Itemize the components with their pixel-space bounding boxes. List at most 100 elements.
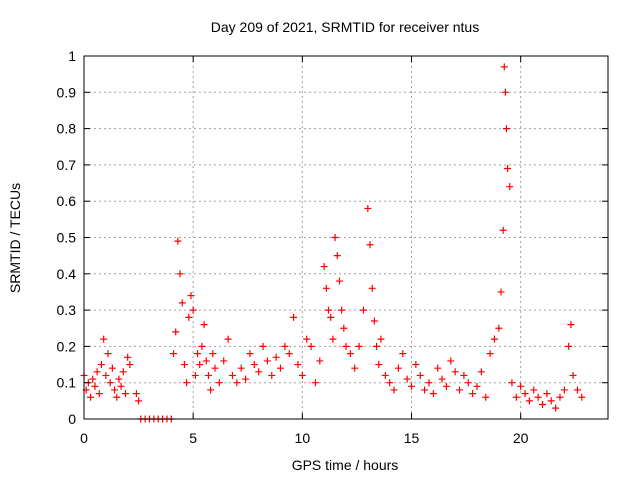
data-point bbox=[464, 379, 472, 387]
data-point bbox=[322, 284, 330, 292]
data-point bbox=[307, 342, 315, 350]
data-point bbox=[303, 335, 311, 343]
data-point bbox=[268, 371, 276, 379]
data-point bbox=[89, 375, 97, 383]
data-point bbox=[97, 361, 105, 369]
data-point bbox=[290, 313, 298, 321]
data-point bbox=[534, 393, 542, 401]
data-point bbox=[211, 364, 219, 372]
data-point bbox=[501, 88, 509, 96]
data-point bbox=[250, 361, 258, 369]
data-point bbox=[543, 390, 551, 398]
data-point bbox=[316, 357, 324, 365]
data-point bbox=[525, 397, 533, 405]
data-point bbox=[425, 379, 433, 387]
data-point bbox=[390, 386, 398, 394]
data-point bbox=[320, 263, 328, 271]
data-point bbox=[340, 324, 348, 332]
data-point bbox=[174, 237, 182, 245]
data-point bbox=[482, 393, 490, 401]
x-tick-label: 15 bbox=[404, 430, 420, 446]
data-point bbox=[311, 379, 319, 387]
data-point bbox=[113, 393, 121, 401]
data-point bbox=[486, 350, 494, 358]
y-tick-label: 0.7 bbox=[57, 157, 77, 173]
data-point bbox=[578, 393, 586, 401]
data-point bbox=[277, 364, 284, 372]
data-point bbox=[421, 386, 429, 394]
y-tick-label: 0.1 bbox=[57, 375, 77, 391]
data-point bbox=[373, 342, 381, 350]
data-point bbox=[202, 357, 210, 365]
data-point bbox=[364, 204, 372, 212]
data-point bbox=[121, 390, 129, 398]
data-point bbox=[194, 350, 202, 358]
data-point bbox=[333, 252, 341, 260]
data-point bbox=[359, 306, 367, 314]
y-tick-label: 0.5 bbox=[57, 230, 77, 246]
data-point bbox=[473, 382, 481, 390]
y-tick-label: 0.8 bbox=[57, 121, 77, 137]
data-point bbox=[497, 288, 505, 296]
data-point bbox=[530, 386, 538, 394]
data-point bbox=[342, 342, 350, 350]
data-point bbox=[204, 371, 212, 379]
data-point bbox=[368, 284, 376, 292]
data-point bbox=[331, 234, 339, 241]
data-point bbox=[106, 379, 114, 387]
chart-title: Day 209 of 2021, SRMTID for receiver ntu… bbox=[211, 19, 479, 35]
data-point bbox=[183, 379, 191, 387]
data-point bbox=[325, 306, 333, 314]
data-point bbox=[517, 382, 525, 390]
data-point bbox=[386, 379, 394, 387]
data-point bbox=[403, 375, 411, 383]
data-point bbox=[338, 306, 346, 314]
data-point bbox=[366, 241, 374, 249]
data-point bbox=[298, 371, 306, 379]
y-tick-label: 0.9 bbox=[57, 84, 77, 100]
data-point bbox=[539, 400, 546, 408]
data-point bbox=[447, 357, 455, 365]
data-point bbox=[124, 353, 132, 361]
y-tick-label: 1 bbox=[68, 48, 76, 64]
data-point bbox=[490, 335, 498, 343]
data-point bbox=[506, 183, 514, 191]
data-point bbox=[246, 350, 254, 358]
data-point bbox=[434, 364, 442, 372]
data-point bbox=[191, 371, 199, 379]
data-point bbox=[569, 371, 577, 379]
data-point bbox=[215, 379, 223, 387]
data-point bbox=[228, 371, 236, 379]
data-point bbox=[477, 368, 485, 376]
data-point bbox=[438, 375, 446, 383]
data-point bbox=[91, 382, 99, 390]
data-point bbox=[102, 371, 110, 379]
data-point bbox=[327, 313, 335, 321]
data-point bbox=[442, 382, 450, 390]
data-point bbox=[502, 125, 510, 133]
y-tick-label: 0.3 bbox=[57, 302, 77, 318]
data-point bbox=[196, 361, 204, 369]
data-point bbox=[351, 364, 359, 372]
data-point bbox=[469, 390, 477, 398]
data-point bbox=[495, 324, 503, 332]
data-point bbox=[460, 371, 468, 379]
data-point bbox=[111, 386, 119, 394]
data-point bbox=[499, 226, 507, 234]
data-point bbox=[224, 335, 232, 343]
data-point bbox=[209, 350, 217, 358]
data-point bbox=[565, 342, 573, 350]
data-point bbox=[135, 397, 143, 405]
data-point bbox=[87, 393, 95, 401]
x-axis-label: GPS time / hours bbox=[292, 457, 399, 473]
data-point bbox=[220, 357, 228, 365]
data-point bbox=[547, 397, 555, 405]
data-point bbox=[259, 342, 267, 350]
data-point bbox=[512, 393, 520, 401]
data-point bbox=[294, 361, 302, 369]
x-tick-label: 0 bbox=[80, 430, 88, 446]
data-point bbox=[198, 342, 206, 350]
data-point bbox=[178, 299, 186, 307]
y-tick-label: 0.6 bbox=[57, 193, 77, 209]
y-tick-label: 0 bbox=[68, 411, 76, 427]
